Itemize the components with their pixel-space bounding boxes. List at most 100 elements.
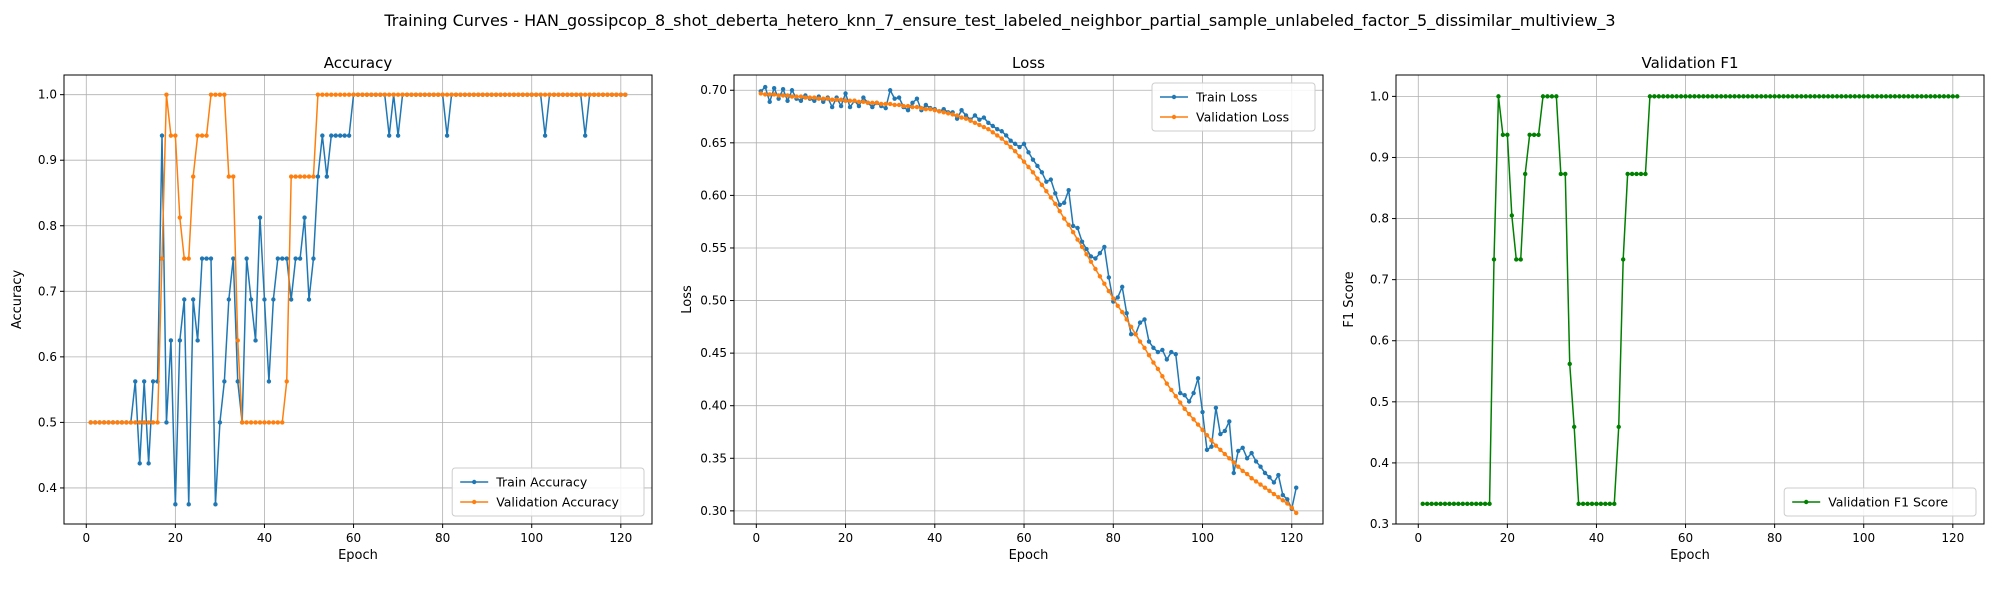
- chart-accuracy-series-validation-accuracy-point: [556, 92, 561, 97]
- chart-accuracy-series-validation-accuracy-point: [337, 92, 343, 97]
- chart-loss-series-validation-loss-point: [1294, 510, 1299, 516]
- chart-validation-f1-series-validation-f1-score-point: [1727, 94, 1733, 99]
- chart-validation-f1-series-validation-f1-score-point: [1692, 94, 1697, 99]
- chart-loss-series-validation-loss-point: [1026, 164, 1031, 170]
- chart-loss-series-validation-loss-point: [1213, 443, 1219, 448]
- chart-loss-title: Loss: [1012, 54, 1045, 72]
- chart-loss-series-validation-loss-point: [968, 118, 973, 123]
- chart-accuracy-series-validation-accuracy-point: [146, 420, 151, 425]
- chart-loss-series-validation-loss-point: [1093, 266, 1098, 272]
- chart-loss-series-train-loss-point: [905, 108, 911, 113]
- chart-loss-series-train-loss-point: [995, 126, 1000, 132]
- chart-loss-series-validation-loss-point: [821, 96, 826, 101]
- chart-loss-series-train-loss-point: [1106, 275, 1112, 280]
- chart-accuracy-series-validation-accuracy-point: [302, 174, 307, 179]
- chart-accuracy-y-tick-label: 1.0: [38, 88, 57, 102]
- chart-accuracy-series-train-accuracy-point: [137, 461, 142, 466]
- chart-accuracy-series-validation-accuracy-point: [591, 92, 597, 97]
- chart-validation-f1-x-tick-label: 100: [1852, 531, 1875, 545]
- chart-validation-f1-series-validation-f1-score-point: [1527, 132, 1532, 138]
- chart-accuracy-series-validation-accuracy-point: [177, 215, 183, 220]
- chart-accuracy-series-validation-accuracy-point: [351, 92, 356, 97]
- chart-validation-f1-series-validation-f1-score-point: [1594, 501, 1599, 507]
- chart-validation-f1-series-validation-f1-score-point: [1879, 94, 1884, 99]
- chart-accuracy-series-validation-accuracy-point: [587, 92, 592, 97]
- chart-loss-series-train-loss-point: [1276, 472, 1281, 478]
- chart-accuracy-plot-frame: [63, 74, 653, 525]
- chart-loss-series-validation-loss-point: [767, 92, 772, 97]
- chart-accuracy-series-validation-accuracy-point: [516, 92, 521, 97]
- chart-loss-series-train-loss-point: [1160, 347, 1165, 353]
- chart-loss-series-train-loss-point: [986, 120, 991, 126]
- chart-accuracy-legend: Train Accuracy Validation Accuracy: [451, 467, 645, 517]
- chart-accuracy-series-validation-accuracy-point: [471, 92, 477, 97]
- chart-accuracy-series-validation-accuracy-point: [159, 256, 165, 261]
- chart-validation-f1-legend-box: [1783, 487, 1977, 517]
- chart-loss-series-validation-loss-point: [1191, 417, 1196, 422]
- chart-accuracy-series-train-accuracy-point: [315, 174, 321, 179]
- chart-validation-f1-series-validation-f1-score-point: [1563, 171, 1568, 177]
- chart-loss-series-train-loss-point: [1146, 339, 1152, 344]
- chart-accuracy-series-validation-accuracy-point: [297, 174, 303, 179]
- chart-loss-series-train-loss-point: [780, 86, 786, 92]
- chart-accuracy-series-train-accuracy-point: [173, 502, 178, 507]
- chart-validation-f1-series-validation-f1-score-point: [1429, 501, 1434, 507]
- chart-validation-f1-series-validation-f1-score-point: [1906, 94, 1911, 99]
- chart-loss-series-validation-loss-point: [1240, 468, 1245, 474]
- chart-validation-f1-series-validation-f1-score-point: [1821, 94, 1826, 99]
- chart-accuracy-series-validation-accuracy-point: [284, 379, 289, 384]
- chart-accuracy-series-validation-accuracy-point: [213, 92, 218, 97]
- chart-accuracy-series-train-accuracy-point: [320, 133, 325, 138]
- chart-accuracy-series-validation-accuracy-point: [525, 92, 530, 97]
- chart-loss-series-validation-loss-point: [896, 102, 902, 108]
- chart-accuracy-series-validation-accuracy-point: [404, 92, 410, 97]
- chart-loss-series-validation-loss-point: [1236, 464, 1241, 469]
- chart-loss-series-train-loss-point: [1075, 225, 1080, 231]
- chart-loss-series-validation-loss-point: [981, 124, 987, 130]
- chart-loss-series-train-loss-point: [1222, 428, 1228, 434]
- chart-loss-series-validation-loss-point: [1218, 447, 1223, 453]
- chart-validation-f1-series-validation-f1-score-point: [1794, 94, 1800, 99]
- chart-loss-series-validation-loss-point: [1137, 339, 1143, 344]
- chart-validation-f1-series-validation-f1-score-point: [1883, 94, 1889, 99]
- chart-accuracy-series-validation-accuracy-point: [489, 92, 494, 97]
- chart-loss-series-validation-loss-point: [847, 98, 853, 103]
- chart-loss-series-train-loss-point: [1012, 141, 1018, 147]
- chart-loss-series-validation-loss-point: [1057, 208, 1062, 214]
- chart-validation-f1-series-validation-f1-score-point: [1803, 94, 1809, 99]
- chart-loss-series-validation-loss-point: [1124, 317, 1129, 322]
- chart-validation-f1-series-validation-f1-score-point: [1451, 501, 1457, 507]
- chart-accuracy-series-validation-accuracy-point: [173, 133, 178, 138]
- chart-accuracy-series-validation-accuracy-point: [311, 174, 316, 179]
- chart-accuracy-series-validation-accuracy-point: [355, 92, 361, 97]
- chart-loss-series-train-loss-point: [1084, 246, 1089, 252]
- chart-loss-series-train-loss-point: [981, 115, 987, 120]
- chart-accuracy-series-validation-accuracy-point: [346, 92, 352, 97]
- chart-loss-x-tick-label: 100: [1191, 531, 1214, 545]
- chart-accuracy-series-train-accuracy-point: [182, 297, 187, 302]
- chart-loss-series-validation-loss-point: [937, 109, 942, 114]
- chart-loss-series-validation-loss-point: [812, 95, 817, 100]
- chart-loss-legend-train-loss-label: Train Loss: [1195, 90, 1257, 105]
- chart-validation-f1-series-validation-f1-score-point: [1830, 94, 1835, 99]
- chart-loss-series-validation-loss-point: [1053, 201, 1058, 207]
- chart-loss-series-train-loss-point: [1285, 497, 1290, 502]
- chart-loss-series-validation-loss-point: [1008, 144, 1013, 150]
- chart-loss-series-validation-loss-point: [972, 120, 978, 126]
- chart-accuracy-series-validation-accuracy-point: [92, 420, 98, 425]
- chart-loss-series-train-loss-point: [798, 98, 804, 103]
- chart-validation-f1-series-validation-f1-score-point: [1950, 94, 1956, 99]
- chart-loss-series-train-loss-point: [999, 129, 1004, 134]
- chart-loss-series-validation-loss-point: [1061, 216, 1067, 221]
- chart-loss-series-validation-loss-point: [1169, 387, 1174, 393]
- chart-validation-f1-series-validation-f1-score-point: [1741, 94, 1746, 99]
- chart-loss-legend-validation-loss-label: Validation Loss: [1196, 110, 1289, 125]
- chart-loss-series-train-loss-point: [1280, 492, 1286, 498]
- chart-loss-series-validation-loss-point: [901, 103, 906, 109]
- chart-validation-f1-series-validation-f1-score-point: [1674, 94, 1679, 99]
- chart-loss-series-train-loss-point: [1137, 320, 1143, 325]
- chart-loss-legend-box: [1151, 82, 1316, 132]
- chart-validation-f1-series-validation-f1-score-point: [1603, 501, 1608, 507]
- chart-accuracy-series-train-accuracy-point: [542, 133, 548, 138]
